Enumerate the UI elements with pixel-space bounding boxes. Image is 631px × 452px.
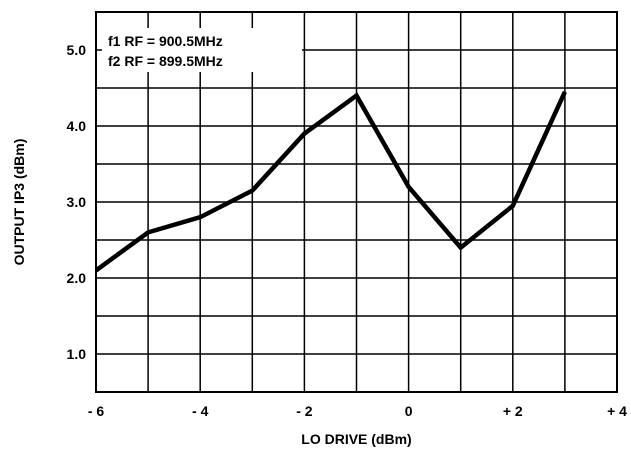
x-tick-label: - 6 — [88, 403, 105, 419]
series-layer — [94, 90, 567, 273]
y-axis-title: OUTPUT IP3 (dBm) — [11, 139, 27, 266]
annotation-line-f2: f2 RF = 899.5MHz — [108, 53, 223, 69]
annotation-box — [102, 28, 302, 72]
frequency-annotation: f1 RF = 900.5MHz f2 RF = 899.5MHz — [102, 28, 302, 72]
y-tick-label: 2.0 — [67, 270, 87, 286]
y-tick-label: 5.0 — [67, 42, 87, 58]
x-tick-label: - 2 — [296, 403, 313, 419]
y-tick-label: 4.0 — [67, 118, 87, 134]
x-tick-label: 0 — [405, 403, 413, 419]
y-tick-label: 3.0 — [67, 194, 87, 210]
x-tick-label: + 2 — [503, 403, 523, 419]
x-tick-label: + 4 — [607, 403, 627, 419]
tick-labels: - 6 - 4 - 2 0 + 2 + 4 1.0 2.0 3.0 4.0 5.0 — [67, 42, 628, 419]
x-axis-title: LO DRIVE (dBm) — [301, 431, 411, 447]
y-tick-label: 1.0 — [67, 346, 87, 362]
annotation-line-f1: f1 RF = 900.5MHz — [108, 33, 223, 49]
series-line — [94, 90, 567, 273]
grid — [96, 12, 617, 392]
x-tick-label: - 4 — [192, 403, 209, 419]
plot-frame — [95, 11, 618, 393]
